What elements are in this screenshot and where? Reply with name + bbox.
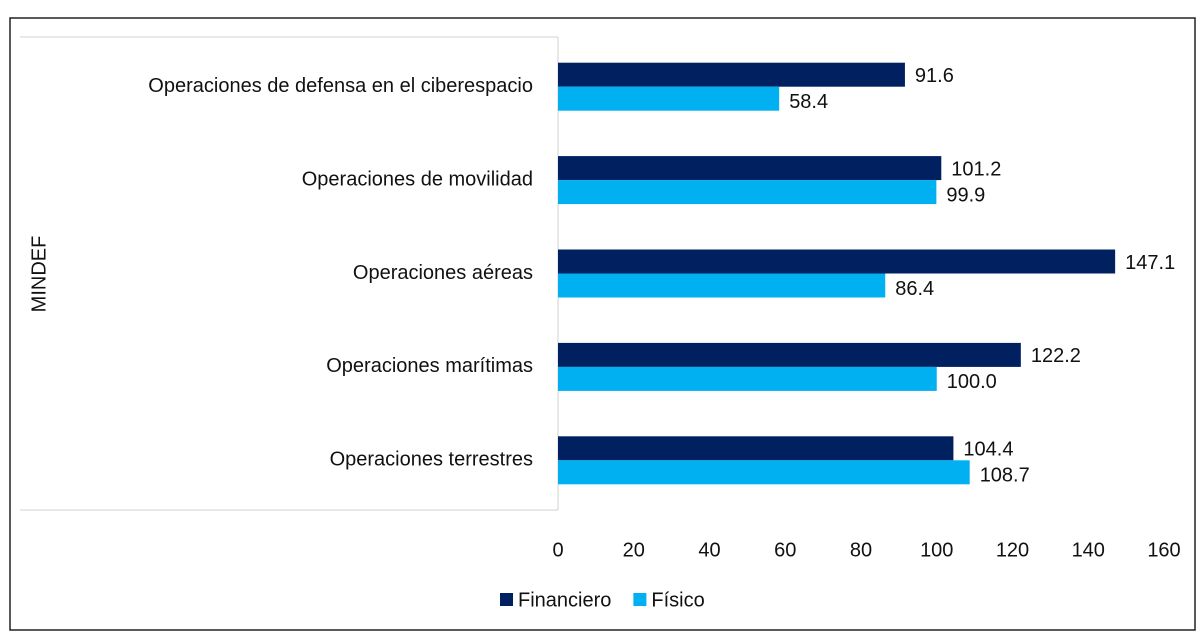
data-label: 108.7 — [980, 465, 1030, 487]
data-label: 104.4 — [963, 439, 1013, 461]
bar — [558, 436, 954, 461]
x-tick-label: 160 — [1147, 539, 1180, 561]
data-label: 147.1 — [1125, 252, 1175, 274]
bar — [558, 342, 1021, 367]
bar — [558, 273, 886, 298]
bar — [558, 249, 1116, 274]
x-tick-label: 120 — [996, 539, 1029, 561]
x-tick-label: 20 — [623, 539, 645, 561]
x-tick-label: 60 — [774, 539, 796, 561]
data-label: 58.4 — [789, 91, 828, 113]
legend-swatch — [633, 593, 647, 606]
data-label: 100.0 — [947, 371, 997, 393]
y-tick-label: Operaciones terrestres — [330, 449, 533, 471]
x-tick-label: 40 — [698, 539, 720, 561]
bar — [558, 366, 937, 391]
data-label: 86.4 — [895, 278, 934, 300]
chart-border — [9, 17, 1196, 631]
bar — [558, 62, 905, 87]
bar — [558, 180, 937, 205]
legend-swatch — [500, 593, 513, 606]
x-tick-label: 0 — [552, 539, 563, 561]
x-tick-label: 140 — [1072, 539, 1105, 561]
x-tick-label: 80 — [850, 539, 872, 561]
bar — [558, 156, 942, 181]
y-tick-label: Operaciones marítimas — [326, 355, 533, 377]
x-tick-label: 100 — [920, 539, 953, 561]
y-tick-label: Operaciones de defensa en el ciberespaci… — [148, 75, 533, 97]
legend-label: Financiero — [518, 589, 611, 611]
y-axis-title: MINDEF — [28, 236, 50, 313]
data-label: 101.2 — [951, 158, 1001, 180]
y-tick-label: Operaciones de movilidad — [302, 168, 533, 190]
legend-label: Físico — [651, 589, 704, 611]
data-label: 99.9 — [946, 184, 985, 206]
data-label: 122.2 — [1031, 345, 1081, 367]
bar — [558, 460, 970, 485]
y-tick-label: Operaciones aéreas — [353, 262, 533, 284]
bar — [558, 86, 780, 111]
data-label: 91.6 — [915, 65, 954, 87]
